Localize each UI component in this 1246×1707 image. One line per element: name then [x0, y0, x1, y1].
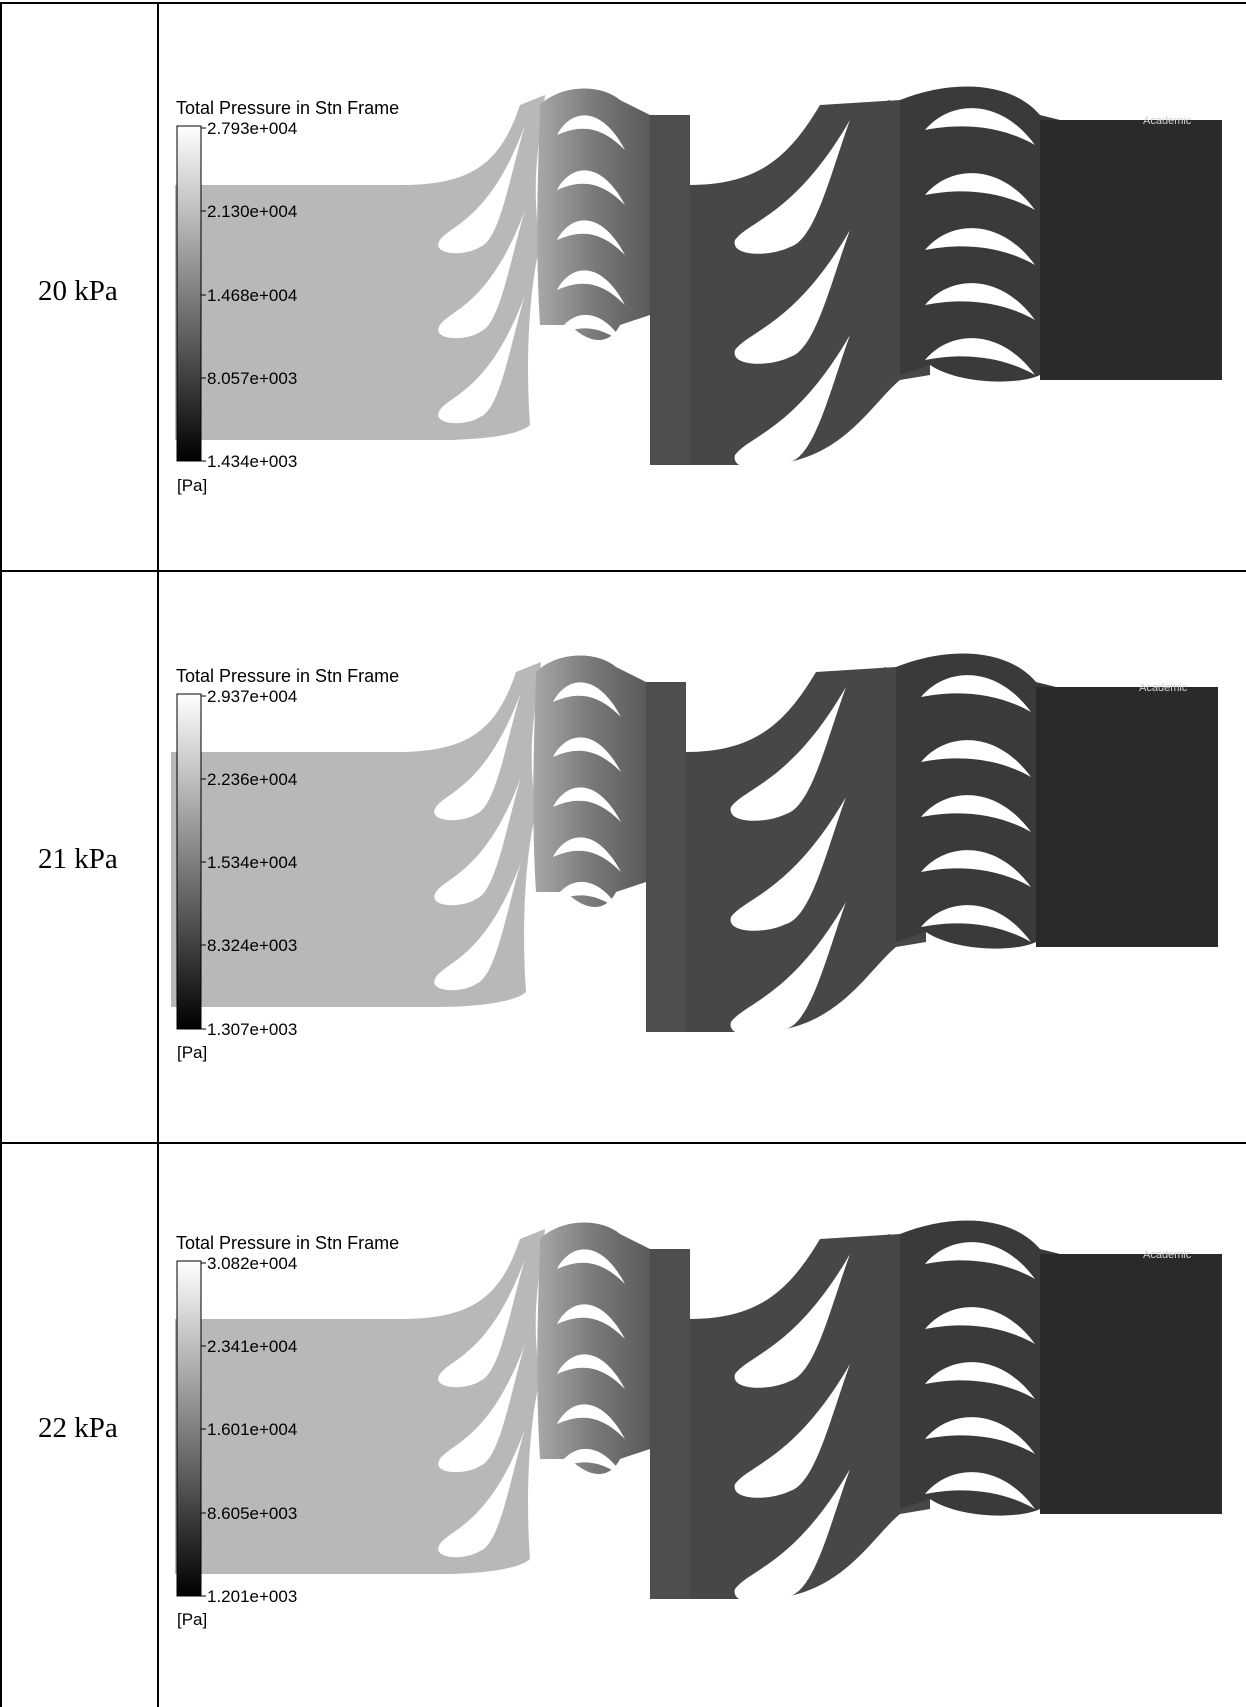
legend-color-bar	[176, 693, 202, 1030]
color-legend: Total Pressure in Stn Frame 3.082e+004 2…	[176, 1233, 399, 1629]
contour-plot: Academic	[171, 653, 1218, 1036]
legend-unit: [Pa]	[177, 1043, 207, 1062]
legend-unit: [Pa]	[177, 1610, 207, 1629]
legend-tick-label: 1.468e+004	[207, 286, 297, 305]
legend-title: Total Pressure in Stn Frame	[176, 1233, 399, 1253]
contour-plot: Academic	[175, 1220, 1222, 1603]
legend-color-bar	[176, 125, 202, 462]
legend-title: Total Pressure in Stn Frame	[176, 98, 399, 118]
table-row-2: 21 kPa Academic Total Pressure in Stn Fr…	[38, 653, 1218, 1062]
legend-tick-label: 2.236e+004	[207, 770, 297, 789]
legend-tick-label: 1.601e+004	[207, 1420, 297, 1439]
color-legend: Total Pressure in Stn Frame 2.937e+004 2…	[176, 666, 399, 1062]
legend-tick-label: 8.324e+003	[207, 936, 297, 955]
legend-tick-label: 1.201e+003	[207, 1587, 297, 1606]
legend-tick-label: 2.937e+004	[207, 687, 297, 706]
legend-title: Total Pressure in Stn Frame	[176, 666, 399, 686]
legend-tick-label: 3.082e+004	[207, 1254, 297, 1273]
legend-unit: [Pa]	[177, 476, 207, 495]
legend-tick-label: 2.793e+004	[207, 119, 297, 138]
legend-tick-label: 8.605e+003	[207, 1504, 297, 1523]
legend-color-bar	[176, 1260, 202, 1597]
row-label: 21 kPa	[38, 843, 118, 875]
watermark-text: Academic	[1143, 1249, 1192, 1261]
row-label: 22 kPa	[38, 1412, 118, 1444]
color-legend: Total Pressure in Stn Frame 2.793e+004 2…	[176, 98, 399, 495]
table-row-1: 20 kPa Academic Total Pressure in Stn Fr…	[38, 86, 1222, 495]
watermark-text: Academic	[1143, 115, 1192, 127]
row-label: 20 kPa	[38, 275, 118, 307]
legend-tick-label: 2.341e+004	[207, 1337, 297, 1356]
legend-tick-label: 1.534e+004	[207, 853, 297, 872]
table-row-3: 22 kPa Academic Total Pressure in Stn Fr…	[38, 1220, 1222, 1629]
legend-tick-label: 1.307e+003	[207, 1020, 297, 1039]
legend-tick-label: 8.057e+003	[207, 369, 297, 388]
watermark-text: Academic	[1139, 682, 1188, 694]
legend-tick-label: 1.434e+003	[207, 452, 297, 471]
legend-tick-label: 2.130e+004	[207, 202, 297, 221]
contour-plot: Academic	[175, 86, 1222, 469]
